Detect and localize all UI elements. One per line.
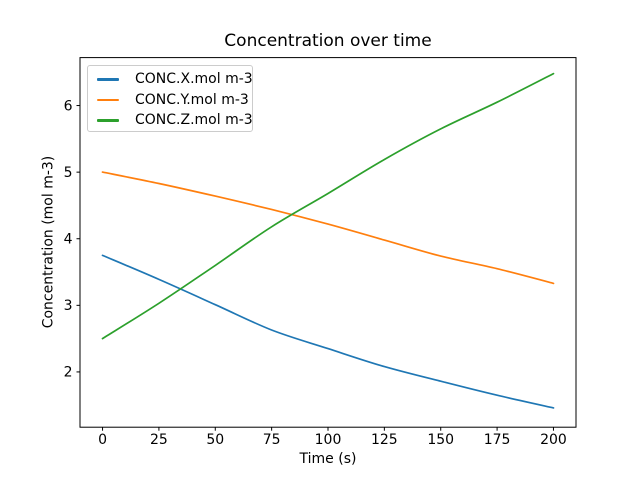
- x-tick-label: 25: [150, 432, 168, 448]
- y-tick-label: 5: [64, 165, 73, 181]
- series-line-conc-y-mol-m-3: [101, 171, 555, 285]
- y-tick-label: 4: [64, 232, 73, 248]
- legend-item: CONC.X.mol m-3: [92, 69, 253, 90]
- legend-line-sample: [97, 119, 119, 122]
- legend-line-sample: [97, 78, 119, 81]
- legend: CONC.X.mol m-3 CONC.Y.mol m-3 CONC.Z.mol m…: [87, 65, 253, 132]
- y-tick-label: 3: [64, 298, 73, 314]
- legend-item: CONC.Z.mol m-3: [92, 110, 253, 131]
- x-tick-label: 150: [427, 432, 454, 448]
- legend-label: CONC.Z.mol m-3: [135, 112, 253, 129]
- legend-label: CONC.X.mol m-3: [135, 71, 253, 88]
- x-axis-label: Time (s): [299, 451, 357, 467]
- legend-item: CONC.Y.mol m-3: [92, 90, 252, 111]
- legend-label: CONC.Y.mol m-3: [135, 91, 249, 108]
- legend-line-sample: [97, 98, 119, 101]
- x-tick-label: 0: [98, 432, 107, 448]
- y-tick-label: 2: [64, 365, 73, 381]
- y-tick-label: 6: [64, 98, 73, 114]
- x-tick-label: 75: [263, 432, 281, 448]
- x-tick-label: 175: [484, 432, 511, 448]
- x-tick-label: 125: [371, 432, 398, 448]
- x-tick-label: 100: [315, 432, 342, 448]
- series-line-conc-x-mol-m-3: [101, 254, 555, 409]
- chart-title: Concentration over time: [224, 31, 432, 51]
- x-tick-label: 50: [206, 432, 224, 448]
- y-axis-label: Concentration (mol m-3): [40, 155, 57, 329]
- x-tick-label: 200: [540, 432, 567, 448]
- series-line-conc-z-mol-m-3: [101, 72, 555, 340]
